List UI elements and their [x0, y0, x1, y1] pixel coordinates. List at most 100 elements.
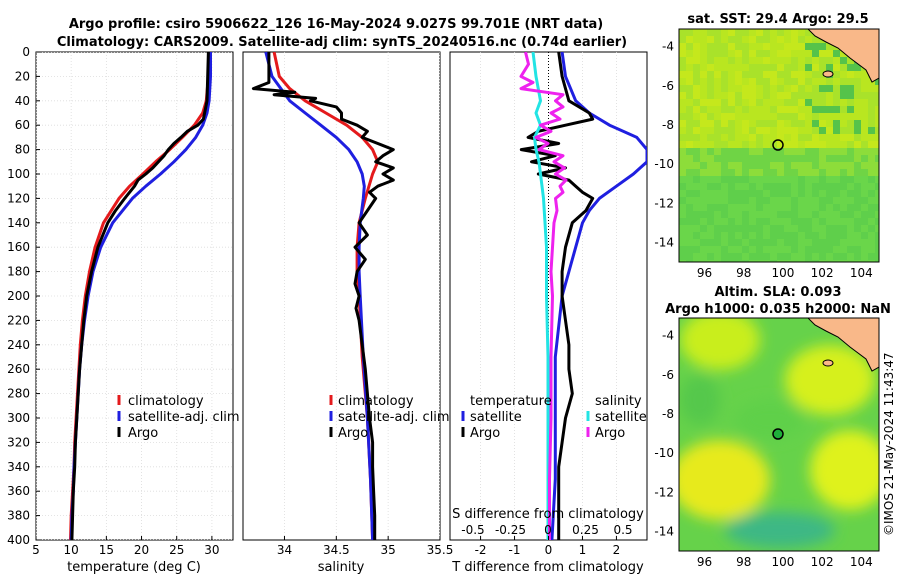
- sst-cell: [861, 176, 868, 183]
- sst-cell: [707, 204, 714, 211]
- sst-cell: [847, 204, 854, 211]
- sst-cell: [721, 253, 728, 260]
- sst-cell: [847, 232, 854, 239]
- sst-cell: [742, 113, 749, 120]
- sst-cell: [847, 127, 854, 134]
- sst-cell: [756, 211, 763, 218]
- sst-cell: [798, 162, 805, 169]
- sst-cell: [763, 50, 770, 57]
- sst-cell: [679, 92, 686, 99]
- sst-cell: [693, 127, 700, 134]
- s-tick-label: 0: [544, 523, 552, 537]
- sst-cell: [826, 113, 833, 120]
- sst-cell: [812, 78, 819, 85]
- sst-cell: [770, 246, 777, 253]
- y-tick-label: 100: [7, 167, 30, 181]
- sst-cell: [861, 141, 868, 148]
- sst-cell: [742, 78, 749, 85]
- sst-cell: [826, 169, 833, 176]
- sst-cell: [833, 246, 840, 253]
- sst-cell: [749, 64, 756, 71]
- sst-cell: [847, 253, 854, 260]
- map-x-tick-label: 98: [736, 266, 751, 280]
- sst-cell: [742, 211, 749, 218]
- sst-cell: [784, 211, 791, 218]
- sst-cell: [693, 148, 700, 155]
- sst-cell: [707, 197, 714, 204]
- sst-cell: [791, 29, 798, 36]
- sst-cell: [805, 246, 812, 253]
- sst-cell: [875, 113, 879, 120]
- sst-cell: [777, 176, 784, 183]
- sst-cell: [833, 176, 840, 183]
- sst-cell: [777, 183, 784, 190]
- sst-cell: [693, 260, 700, 262]
- sst-cell: [854, 176, 861, 183]
- sst-cell: [693, 92, 700, 99]
- sst-cell: [777, 43, 784, 50]
- sst-cell: [700, 246, 707, 253]
- sst-cell: [700, 190, 707, 197]
- sst-cell: [700, 162, 707, 169]
- sst-cell: [686, 148, 693, 155]
- map-y-tick-label: -6: [662, 79, 674, 93]
- sst-cell: [812, 211, 819, 218]
- legend-label-satellite: satellite-adj. clim: [338, 410, 450, 425]
- sst-cell: [840, 50, 847, 57]
- sst-cell: [854, 232, 861, 239]
- y-tick-label: 180: [7, 265, 30, 279]
- sst-cell: [791, 162, 798, 169]
- sst-cell: [714, 64, 721, 71]
- sst-cell: [784, 253, 791, 260]
- salinity-grid: [284, 52, 440, 540]
- sst-cell: [756, 246, 763, 253]
- sst-cell: [847, 169, 854, 176]
- y-tick-label: 280: [7, 387, 30, 401]
- sst-cell: [756, 232, 763, 239]
- sst-cell: [861, 197, 868, 204]
- sst-cell: [826, 57, 833, 64]
- sst-cell: [777, 57, 784, 64]
- sst-cell: [707, 120, 714, 127]
- sst-cell: [686, 176, 693, 183]
- sst-cell: [700, 50, 707, 57]
- sst-cell: [784, 71, 791, 78]
- sst-cell: [749, 99, 756, 106]
- sst-cell: [868, 204, 875, 211]
- sst-cell: [686, 57, 693, 64]
- map-y-tick-label: -6: [662, 368, 674, 382]
- sst-cell: [742, 99, 749, 106]
- sst-cell: [742, 183, 749, 190]
- sst-cell: [798, 253, 805, 260]
- series-line-t-argo: [519, 52, 595, 540]
- sst-cell: [833, 134, 840, 141]
- sst-cell: [763, 43, 770, 50]
- sst-cell: [693, 85, 700, 92]
- sst-cell: [679, 99, 686, 106]
- sst-cell: [819, 190, 826, 197]
- sst-cell: [819, 71, 826, 78]
- sst-cell: [777, 239, 784, 246]
- sst-cell: [868, 134, 875, 141]
- sst-cell: [875, 155, 879, 162]
- sst-cell: [721, 99, 728, 106]
- sst-cell: [861, 260, 868, 262]
- sst-cell: [735, 148, 742, 155]
- sla-map-title-2: Argo h1000: 0.035 h2000: NaN: [665, 302, 891, 317]
- sst-cell: [742, 29, 749, 36]
- sst-cell: [819, 43, 826, 50]
- sst-cell: [756, 106, 763, 113]
- sst-cell: [721, 134, 728, 141]
- sst-cell: [784, 239, 791, 246]
- sst-cell: [791, 64, 798, 71]
- sst-cell: [763, 127, 770, 134]
- sst-cell: [728, 113, 735, 120]
- sst-cell: [833, 260, 840, 262]
- sst-cell: [700, 260, 707, 262]
- sst-cell: [784, 197, 791, 204]
- sst-cell: [805, 176, 812, 183]
- sst-cell: [840, 232, 847, 239]
- sst-cell: [749, 190, 756, 197]
- sst-cell: [693, 253, 700, 260]
- sst-cell: [756, 218, 763, 225]
